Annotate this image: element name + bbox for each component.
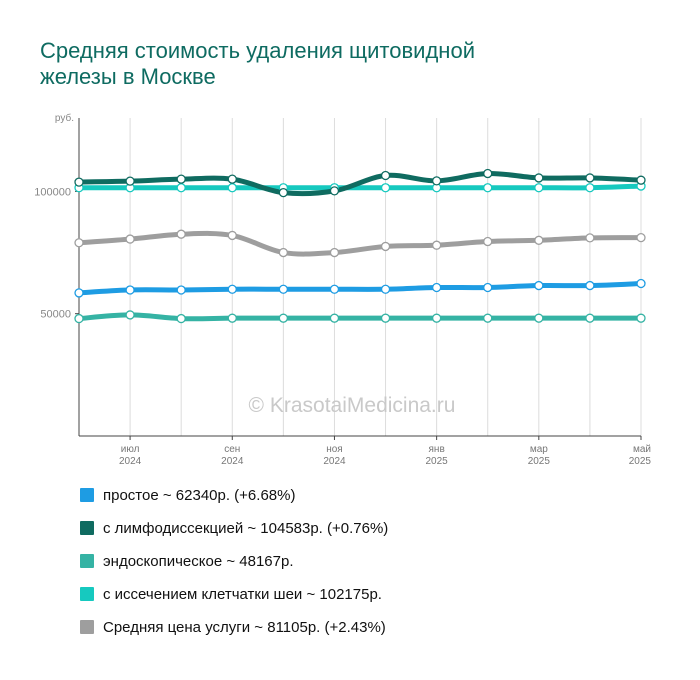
series-line-3 [76,281,644,296]
series-2-point [125,234,135,244]
x-tick-label-month: сен [224,444,240,455]
legend-label: простое ~ 62340р. (+6.68%) [103,486,296,504]
series-1-point [483,168,493,179]
series-2-point [534,235,544,245]
series-4-point [534,313,544,323]
series-line-1 [76,171,644,197]
series-4-point [380,313,391,323]
series-4-point [431,313,442,323]
y-tick-label: 100000 [34,186,71,198]
series-0-point [176,183,186,193]
series-0-point [585,183,595,193]
legend-swatch [80,554,94,568]
series-4-point [585,313,595,323]
series-4-point [278,313,289,323]
series-1-point [176,174,186,184]
x-tick-label-year: 2024 [221,456,244,467]
series-3-point [176,285,186,295]
legend-label: с иссечением клетчатки шеи ~ 102175р. [103,585,382,603]
series-3-point [74,288,84,298]
series-1-point [278,187,289,198]
x-tick-label-month: мар [530,444,548,455]
series-3-point [125,285,135,295]
legend-item[interactable]: с иссечением клетчатки шеи ~ 102175р. [80,583,388,605]
series-1-point [125,176,135,186]
series-3-point [431,282,442,293]
chart-title-line-2: железы в Москве [40,64,216,89]
series-4-point [636,313,646,323]
series-0-point [380,183,391,193]
x-tick-label-year: 2025 [528,456,551,467]
series-1-point [534,173,544,183]
series-3-point [329,284,340,294]
series-2-point [585,233,595,243]
x-tick-label-year: 2025 [629,456,652,467]
series-1-point [431,176,442,186]
chart-title: Средняя стоимость удаления щитовидной же… [40,38,640,90]
series-2-point [176,229,186,239]
series-2-point [431,240,442,250]
series-1-point [380,170,391,181]
series-2-point [380,241,391,252]
series-3-point [636,278,646,289]
x-tick-label-month: ноя [326,444,343,455]
legend-label: Средняя цена услуги ~ 81105р. (+2.43%) [103,618,386,636]
legend-swatch [80,488,94,502]
x-tick-label-year: 2024 [119,456,142,467]
legend-item[interactable]: с лимфодиссекцией ~ 104583р. (+0.76%) [80,517,388,539]
series-4-point [483,313,493,323]
legend-item[interactable]: эндоскопическое ~ 48167р. [80,550,388,572]
x-tick-label-month: июл [121,444,140,455]
legend-label: с лимфодиссекцией ~ 104583р. (+0.76%) [103,519,389,537]
series-2-point [636,232,646,243]
series-line-2 [76,230,644,257]
series-3-point [227,284,237,294]
legend-label: эндоскопическое ~ 48167р. [103,552,294,570]
series-2-point [483,236,493,247]
series-3-point [534,280,544,291]
series-1-point [227,174,237,184]
series-2-point [227,230,237,241]
line-chart: руб.50000100000июл2024сен2024ноя2024янв2… [34,112,652,467]
series-line-4 [76,312,644,322]
series-4-point [176,313,186,324]
series-1-point [636,175,646,185]
chart-title-line-1: Средняя стоимость удаления щитовидной [40,38,475,63]
x-tick-label-year: 2024 [323,456,346,467]
series-3-point [483,282,493,293]
series-4-point [227,313,237,323]
watermark: © KrasotaiMedicina.ru [249,394,456,417]
series-2-point [74,238,84,248]
y-axis-unit-label: руб. [55,112,74,124]
series-2-point [329,247,340,258]
series-line-0 [76,183,644,191]
series-1-point [585,173,595,183]
x-tick-label-month: май [633,444,651,455]
series-1-point [74,177,84,187]
series-3-point [585,280,595,291]
series-4-point [125,310,135,320]
legend-swatch [80,620,94,634]
legend-swatch [80,587,94,601]
legend-item[interactable]: простое ~ 62340р. (+6.68%) [80,484,388,506]
series-1-point [329,186,340,196]
series-3-point [380,284,391,294]
series-0-point [534,183,544,193]
series-0-point [483,183,493,193]
legend-item[interactable]: Средняя цена услуги ~ 81105р. (+2.43%) [80,616,388,638]
series-4-point [329,313,340,323]
x-tick-label-month: янв [429,444,445,455]
series-3-point [278,284,289,294]
y-tick-label: 50000 [40,309,71,321]
x-tick-label-year: 2025 [426,456,449,467]
series-2-point [278,247,289,258]
chart-legend: простое ~ 62340р. (+6.68%) с лимфодиссекц… [80,484,388,649]
legend-swatch [80,521,94,535]
series-4-point [74,313,84,324]
series-0-point [227,183,237,193]
